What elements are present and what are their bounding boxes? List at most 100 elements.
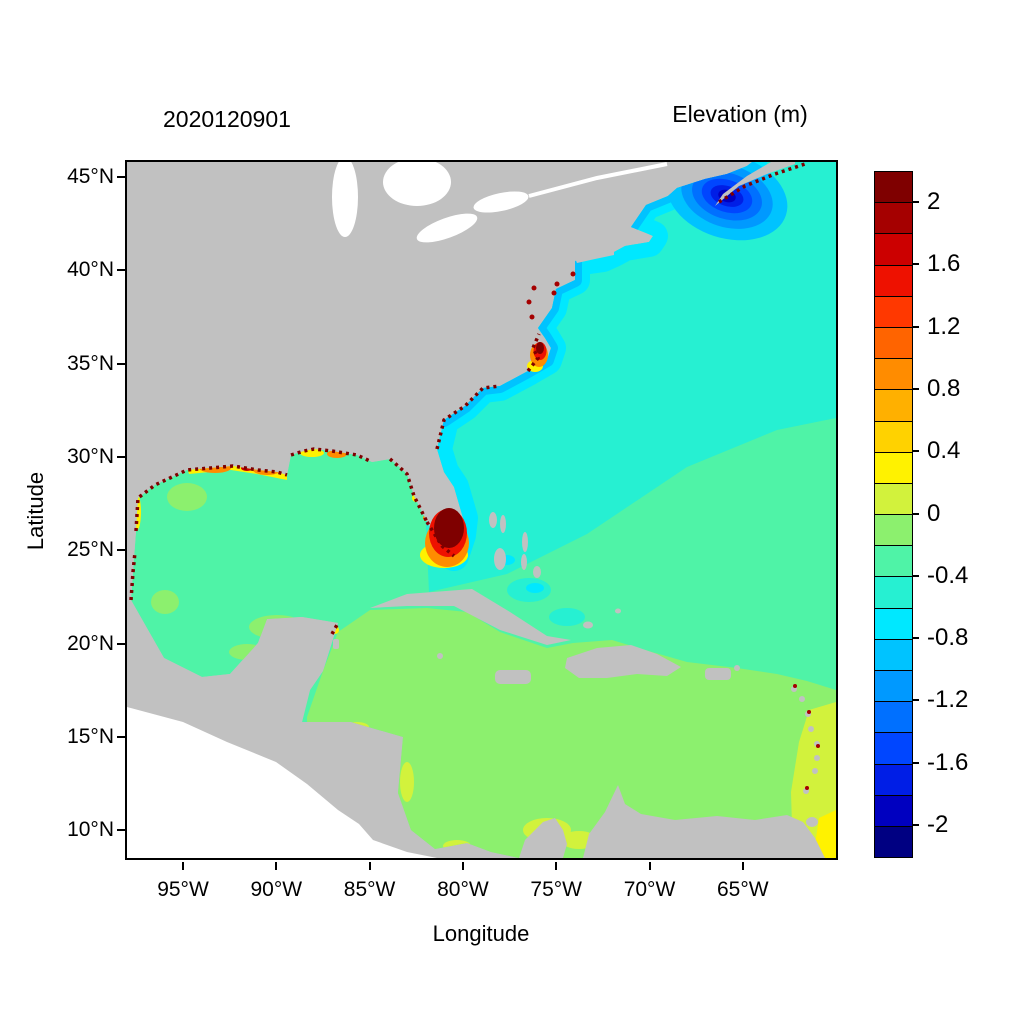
colorbar-segment: [875, 764, 912, 796]
eastcoast-lightblue-band: [437, 254, 582, 427]
virgin-islands: [734, 665, 740, 671]
y-tick-label: 25°N: [67, 538, 114, 562]
colorbar-segment: [875, 452, 912, 484]
bahamas-turquoise-patch: [549, 608, 585, 626]
y-tick-label: 45°N: [67, 165, 114, 188]
y-tick-label: 30°N: [67, 444, 114, 468]
x-tick-mark: [275, 862, 278, 870]
y-tick-mark: [117, 549, 125, 552]
y-tick-label: 35°N: [67, 351, 114, 375]
colorbar-segment: [875, 359, 912, 391]
lesser-antilles-island: [812, 768, 818, 774]
colorbar-tick-mark: [912, 325, 919, 328]
x-tick-label: 95°W: [157, 878, 209, 901]
colorbar-segment: [875, 172, 912, 204]
lake-huron: [383, 162, 451, 206]
colorbar-segment: [875, 296, 912, 328]
bahamas-island: [522, 532, 528, 552]
pacific-white-mask: [127, 707, 437, 858]
lake-erie: [416, 213, 478, 243]
colorbar-segment: [875, 390, 912, 422]
y-tick-mark: [117, 269, 125, 272]
turks-island: [615, 608, 621, 614]
long-island: [575, 249, 614, 263]
colorbar-segment: [875, 671, 912, 703]
florida-surge-maximum: [434, 508, 464, 548]
lesser-antilles-island: [799, 696, 805, 702]
bahamas-island: [489, 512, 497, 528]
colorbar-segment: [875, 546, 912, 578]
nova-scotia: [715, 162, 795, 206]
colorbar-segment: [875, 702, 912, 734]
colorbar-segment: [875, 608, 912, 640]
south-america-venezuela: [583, 785, 825, 858]
colorbar-tick-label: 0: [927, 499, 941, 527]
x-tick-label: 65°W: [717, 878, 769, 901]
y-tick-label: 10°N: [67, 818, 114, 842]
x-tick-label: 90°W: [250, 878, 303, 901]
colorbar-segment: [875, 515, 912, 547]
colorbar-segment: [875, 639, 912, 671]
great-lakes-group: [332, 162, 668, 243]
colorbar-segment: [875, 234, 912, 266]
y-tick-mark: [117, 455, 125, 458]
colorbar-segment: [875, 483, 912, 516]
y-tick-mark: [117, 362, 125, 365]
colorbar-tick-mark: [912, 699, 919, 702]
gulf-green-patch: [151, 590, 179, 614]
x-tick-label: 85°W: [343, 878, 396, 901]
x-tick-mark: [461, 862, 464, 870]
x-tick-mark: [182, 862, 184, 870]
colorbar-tick-label: 0.4: [927, 437, 961, 465]
colorbar: [874, 171, 913, 858]
puertorico-island: [705, 668, 731, 680]
colorbar-tick-label: 1.2: [927, 312, 961, 340]
colorbar-tick-label: -2: [927, 810, 949, 838]
colorbar-segment: [875, 421, 912, 453]
colorbar-segment: [875, 733, 912, 765]
y-tick-label: 40°N: [67, 258, 114, 282]
cuba-island: [370, 589, 571, 645]
inagua-island: [583, 621, 593, 629]
bahamas-island: [500, 515, 506, 533]
map-plot-area: [125, 160, 838, 860]
x-tick-mark: [368, 862, 371, 870]
x-axis-label: Longitude: [432, 921, 530, 946]
colorbar-segment: [875, 203, 912, 235]
run-date-title: 2020120901: [163, 106, 291, 132]
colorbar-tick-mark: [912, 574, 919, 577]
y-tick-label: 20°N: [67, 631, 114, 655]
colorbar-tick-mark: [912, 387, 919, 390]
andros-island: [494, 548, 506, 570]
colorbar-tick-label: 2: [927, 188, 941, 216]
colorbar-tick-mark: [912, 512, 919, 515]
x-tick-mark: [741, 862, 744, 870]
nicaragua-coast-yellowgreen: [400, 762, 414, 802]
colorbar-tick-label: -0.4: [927, 561, 969, 589]
hispaniola-island: [565, 645, 681, 678]
jamaica-island: [495, 670, 531, 684]
colorbar-tick-mark: [912, 761, 919, 764]
y-tick-label: 15°N: [67, 724, 114, 748]
colorbar-tick-label: 1.6: [927, 250, 961, 278]
cozumel-island: [333, 639, 339, 649]
lake-michigan: [332, 162, 358, 237]
lesser-antilles-island: [808, 726, 814, 732]
lake-ontario: [473, 191, 529, 213]
colorbar-tick-mark: [912, 450, 919, 453]
y-tick-mark: [117, 176, 125, 178]
colorbar-segment: [875, 826, 912, 858]
colorbar-tick-label: 0.8: [927, 374, 961, 402]
y-tick-mark: [117, 642, 125, 645]
colorbar-tick-mark: [912, 823, 919, 826]
colorbar-tick-label: -1.6: [927, 748, 969, 776]
x-tick-label: 70°W: [623, 878, 676, 901]
colorbar-tick-mark: [912, 201, 919, 204]
y-tick-mark: [117, 735, 125, 738]
coastal-red-fringe: [129, 162, 806, 635]
colorbar-segment: [875, 577, 912, 609]
bahamas-island: [533, 566, 541, 578]
bahamas-cyan-patch: [526, 583, 544, 593]
map-svg: [127, 162, 836, 858]
